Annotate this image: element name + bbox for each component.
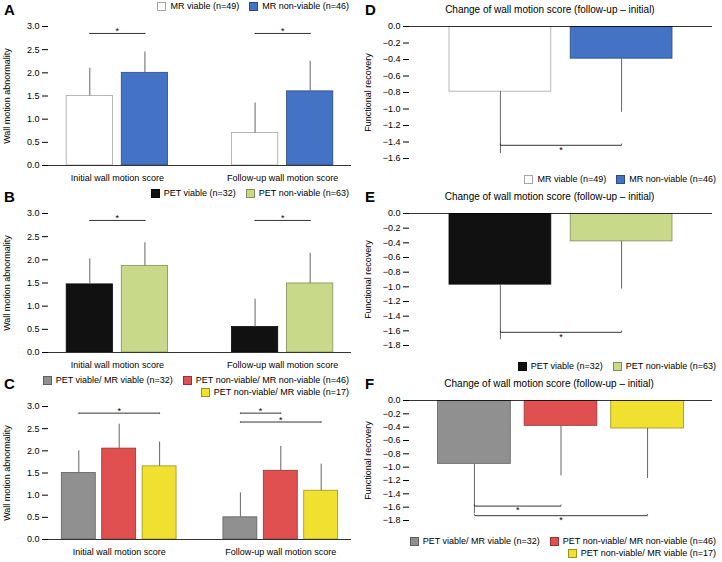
svg-text:−1.6: −1.6	[383, 153, 401, 163]
svg-text:*: *	[116, 26, 120, 36]
svg-text:Functional recovery: Functional recovery	[363, 240, 373, 319]
svg-text:0.0: 0.0	[27, 534, 40, 544]
svg-text:Wall motion abnormality: Wall motion abnormality	[2, 425, 12, 521]
svg-text:0.0: 0.0	[388, 395, 401, 405]
svg-text:3.0: 3.0	[27, 208, 40, 218]
html-text:PET non-viable/ MR viable (n=1: PET non-viable/ MR viable (n=17)	[580, 548, 716, 558]
html-text:PET viable (n=32): PET viable (n=32)	[530, 361, 603, 371]
svg-text:2.0: 2.0	[27, 68, 40, 78]
svg-text:Wall motion abnormality: Wall motion abnormality	[2, 48, 12, 144]
svg-text:*: *	[117, 406, 121, 416]
svg-text:1.5: 1.5	[27, 91, 40, 101]
svg-text:−1.0: −1.0	[383, 104, 401, 114]
svg-text:Initial wall motion score: Initial wall motion score	[73, 547, 166, 557]
svg-text:3.0: 3.0	[27, 21, 40, 31]
svg-text:Wall motion abnormality: Wall motion abnormality	[2, 235, 12, 331]
svg-text:2.0: 2.0	[27, 255, 40, 265]
html-text:PET non-viable (n=63): PET non-viable (n=63)	[625, 361, 716, 371]
svg-text:−0.2: −0.2	[383, 223, 401, 233]
svg-text:−0.2: −0.2	[383, 38, 401, 48]
svg-text:Follow-up wall motion score: Follow-up wall motion score	[227, 173, 338, 183]
svg-text:−0.6: −0.6	[383, 71, 401, 81]
html-text:PET viable (n=32): PET viable (n=32)	[163, 188, 236, 198]
svg-text:−1.6: −1.6	[383, 502, 401, 512]
svg-text:−1.4: −1.4	[383, 489, 401, 499]
html-text:MR non-viable (n=46): MR non-viable (n=46)	[629, 174, 716, 184]
svg-text:−1.8: −1.8	[383, 515, 401, 525]
svg-text:−1.8: −1.8	[383, 340, 401, 350]
svg-text:Initial wall motion score: Initial wall motion score	[71, 360, 164, 370]
svg-text:0.0: 0.0	[27, 160, 40, 170]
svg-text:Functional recovery: Functional recovery	[363, 421, 373, 500]
svg-text:−1.0: −1.0	[383, 282, 401, 292]
html-text:PET viable/ MR viable (n=32): PET viable/ MR viable (n=32)	[55, 375, 173, 385]
html-text:PET non-viable/ MR non-viable: PET non-viable/ MR non-viable (n=46)	[195, 375, 349, 385]
svg-text:−0.6: −0.6	[383, 252, 401, 262]
svg-text:1.5: 1.5	[27, 278, 40, 288]
svg-text:*: *	[281, 213, 285, 223]
svg-text:2.5: 2.5	[27, 45, 40, 55]
svg-text:2.0: 2.0	[27, 446, 40, 456]
svg-text:1.0: 1.0	[27, 490, 40, 500]
svg-text:−0.2: −0.2	[383, 409, 401, 419]
svg-text:*: *	[116, 213, 120, 223]
svg-text:Follow-up wall motion score: Follow-up wall motion score	[227, 360, 338, 370]
svg-text:−0.8: −0.8	[383, 267, 401, 277]
svg-text:−1.4: −1.4	[383, 137, 401, 147]
svg-text:*: *	[279, 415, 283, 425]
html-text:Change of wall motion score (f: Change of wall motion score (follow-up –…	[444, 378, 654, 389]
svg-text:*: *	[559, 332, 563, 342]
svg-text:0.5: 0.5	[27, 324, 40, 334]
html-text:PET non-viable/ MR viable (n=1: PET non-viable/ MR viable (n=17)	[213, 387, 349, 397]
svg-text:−1.6: −1.6	[383, 326, 401, 336]
html-text:C: C	[4, 375, 15, 392]
svg-text:1.5: 1.5	[27, 468, 40, 478]
html-text:PET viable/ MR viable (n=32): PET viable/ MR viable (n=32)	[422, 536, 540, 546]
html-text:Change of wall motion score (f: Change of wall motion score (follow-up –…	[444, 191, 655, 202]
html-text:PET non-viable/ MR non-viable: PET non-viable/ MR non-viable (n=46)	[562, 536, 716, 546]
svg-text:−1.2: −1.2	[383, 475, 401, 485]
html-text:B: B	[4, 188, 15, 205]
svg-text:2.5: 2.5	[27, 232, 40, 242]
svg-text:2.5: 2.5	[27, 424, 40, 434]
html-text:F: F	[365, 375, 375, 392]
svg-text:0.5: 0.5	[27, 137, 40, 147]
svg-text:−0.6: −0.6	[383, 435, 401, 445]
svg-text:*: *	[281, 26, 285, 36]
svg-text:0.0: 0.0	[388, 21, 401, 31]
svg-text:0.0: 0.0	[27, 347, 40, 357]
svg-text:−0.8: −0.8	[383, 449, 401, 459]
svg-text:*: *	[559, 515, 563, 525]
svg-text:1.0: 1.0	[27, 114, 40, 124]
html-text:E: E	[365, 188, 375, 205]
svg-text:−0.4: −0.4	[383, 422, 401, 432]
html-text:MR viable (n=49): MR viable (n=49)	[537, 174, 607, 184]
svg-text:1.0: 1.0	[27, 301, 40, 311]
html-text:PET non-viable (n=63): PET non-viable (n=63)	[258, 188, 349, 198]
svg-text:−1.2: −1.2	[383, 120, 401, 130]
svg-text:0.0: 0.0	[388, 208, 401, 218]
html-text:D: D	[365, 1, 376, 18]
svg-text:3.0: 3.0	[27, 401, 40, 411]
svg-text:0.5: 0.5	[27, 512, 40, 522]
svg-text:Follow-up wall motion score: Follow-up wall motion score	[225, 547, 336, 557]
svg-text:−1.4: −1.4	[383, 311, 401, 321]
svg-text:−1.0: −1.0	[383, 462, 401, 472]
svg-text:Functional recovery: Functional recovery	[363, 53, 373, 132]
svg-text:*: *	[559, 145, 563, 155]
svg-text:−0.4: −0.4	[383, 238, 401, 248]
svg-text:−0.8: −0.8	[383, 87, 401, 97]
svg-text:*: *	[259, 406, 263, 416]
svg-text:*: *	[516, 505, 520, 515]
svg-text:−0.4: −0.4	[383, 54, 401, 64]
html-text:A: A	[4, 1, 15, 18]
svg-text:Initial wall motion score: Initial wall motion score	[71, 173, 164, 183]
html-text:MR non-viable (n=46): MR non-viable (n=46)	[262, 1, 349, 11]
svg-text:−1.2: −1.2	[383, 296, 401, 306]
html-text:MR viable (n=49): MR viable (n=49)	[170, 1, 240, 11]
html-text:Change of wall motion score (f: Change of wall motion score (follow-up –…	[445, 4, 655, 15]
